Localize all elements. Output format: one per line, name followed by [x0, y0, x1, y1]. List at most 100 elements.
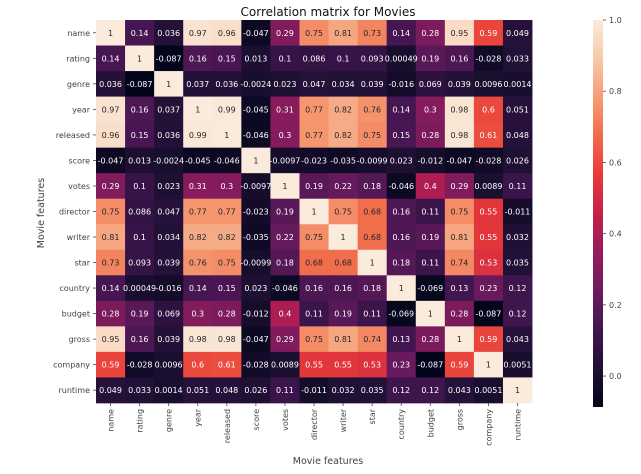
- heatmap-cell-label: 0.28: [421, 335, 439, 344]
- heatmap-cell: [415, 173, 446, 200]
- heatmap-cell: [502, 377, 533, 404]
- heatmap-cell: [299, 71, 329, 97]
- heatmap-cell-label: 0.75: [305, 29, 323, 38]
- heatmap-cell-label: 0.16: [189, 54, 207, 63]
- chart-title: Correlation matrix for Movies: [241, 5, 416, 19]
- heatmap-cell-label: 0.75: [102, 207, 120, 216]
- heatmap-cell: [270, 96, 300, 123]
- heatmap-cell: [415, 147, 446, 174]
- heatmap-cell: [270, 351, 300, 378]
- heatmap-cell-label: 0.033: [128, 386, 151, 395]
- heatmap-cell: [328, 326, 359, 353]
- heatmap-cell-label: 0.4: [424, 182, 437, 191]
- heatmap-cell-label: 0.12: [509, 310, 527, 319]
- colorbar-tick-label: 0.4: [609, 230, 622, 239]
- heatmap-cell-label: 0.036: [215, 80, 238, 89]
- heatmap-cell-label: 0.81: [334, 335, 352, 344]
- heatmap-cell-label: 0.0051: [504, 361, 532, 370]
- heatmap-cell: [444, 20, 475, 46]
- heatmap-cell-label: 0.051: [506, 105, 529, 114]
- heatmap-cell: [183, 300, 213, 327]
- x-tick-label: name: [107, 409, 116, 432]
- x-tick-label: company: [484, 409, 493, 446]
- colorbar-tick-label: 0.8: [609, 87, 622, 96]
- heatmap-cell: [212, 71, 242, 97]
- heatmap-cell: [473, 147, 504, 174]
- heatmap-cell-label: 0.1: [279, 54, 292, 63]
- heatmap-cell: [241, 71, 271, 97]
- heatmap-cell-label: 0.3: [424, 105, 437, 114]
- heatmap-cell: [502, 198, 533, 225]
- heatmap-cell-label: 0.12: [392, 386, 410, 395]
- heatmap-cell-label: 0.29: [450, 182, 468, 191]
- heatmap-cell: [444, 147, 475, 174]
- heatmap-cell: [212, 224, 242, 251]
- heatmap-cell: [183, 96, 213, 123]
- heatmap-cell: [473, 96, 504, 123]
- heatmap-cell-label: 0.15: [131, 131, 149, 140]
- heatmap-cell-label: -0.0099: [240, 259, 271, 268]
- heatmap-cell: [96, 45, 126, 72]
- heatmap-cell-label: 0.1: [337, 54, 350, 63]
- heatmap-cell: [183, 45, 213, 72]
- heatmap-cell: [386, 224, 417, 251]
- heatmap-cell-label: 0.0014: [504, 80, 532, 89]
- heatmap-cell: [183, 71, 213, 97]
- heatmap-cell-label: 0.023: [244, 284, 267, 293]
- heatmap-cell: [212, 275, 242, 302]
- heatmap-cell: [270, 198, 300, 225]
- heatmap-cell-label: -0.046: [388, 182, 414, 191]
- heatmap-cell-label: 0.77: [189, 207, 207, 216]
- heatmap-cell-label: 0.75: [363, 131, 381, 140]
- heatmap-cell: [386, 326, 417, 353]
- heatmap-cell: [415, 20, 446, 46]
- colorbar-tick-label: 0.6: [609, 158, 622, 167]
- heatmap-cell-label: 0.23: [392, 361, 410, 370]
- heatmap-cell-label: 1: [224, 131, 229, 140]
- heatmap-cell: [125, 300, 155, 327]
- heatmap-cell-label: 0.3: [191, 310, 204, 319]
- heatmap-cell-label: 0.11: [421, 259, 439, 268]
- heatmap-cell: [386, 377, 417, 404]
- heatmap-cell-label: 0.59: [450, 361, 468, 370]
- heatmap-cell: [241, 173, 271, 200]
- heatmap-cell-label: -0.028: [243, 361, 269, 370]
- heatmap-cell-label: -0.045: [185, 156, 211, 165]
- heatmap-cell-label: 0.13: [450, 284, 468, 293]
- heatmap-cell: [357, 45, 388, 72]
- heatmap-cell-label: -0.046: [214, 156, 240, 165]
- heatmap-cell: [415, 96, 446, 123]
- heatmap-cell: [473, 45, 504, 72]
- heatmap-cell: [212, 20, 242, 46]
- heatmap-cell-label: 0.13: [392, 335, 410, 344]
- heatmap-cell: [357, 173, 388, 200]
- heatmap-cell-label: 1: [428, 310, 433, 319]
- y-tick-label: rating: [66, 54, 90, 63]
- heatmap-cell-label: 0.16: [450, 54, 468, 63]
- heatmap-cell: [96, 96, 126, 123]
- heatmap-cell: [357, 198, 388, 225]
- heatmap-cell: [154, 224, 184, 251]
- heatmap-cell-label: 0.00049: [123, 284, 156, 293]
- heatmap-cell: [357, 224, 388, 251]
- heatmap-cell-label: 0.049: [99, 386, 122, 395]
- heatmap-cell-label: -0.028: [127, 361, 153, 370]
- heatmap-cell-label: -0.047: [243, 335, 269, 344]
- heatmap-cell-label: 0.039: [361, 80, 384, 89]
- heatmap-cell-label: 0.0096: [474, 80, 502, 89]
- colorbar-tick-label: 0.2: [609, 301, 622, 310]
- heatmap-cell: [125, 275, 155, 302]
- heatmap-cell: [96, 20, 126, 46]
- heatmap-cell-label: -0.045: [243, 105, 269, 114]
- heatmap-cell-label: 0.98: [218, 335, 236, 344]
- heatmap-cell-label: 0.069: [419, 80, 442, 89]
- heatmap-cell: [444, 224, 475, 251]
- heatmap-cell-label: -0.035: [330, 156, 356, 165]
- heatmap-cell-label: 0.036: [99, 80, 122, 89]
- heatmap-cell-label: 0.093: [128, 259, 151, 268]
- heatmap-cell-label: 0.14: [189, 284, 207, 293]
- heatmap-cell: [444, 377, 475, 404]
- heatmap-cell-label: 0.98: [189, 335, 207, 344]
- heatmap-cell: [183, 275, 213, 302]
- heatmap-cell: [154, 20, 184, 46]
